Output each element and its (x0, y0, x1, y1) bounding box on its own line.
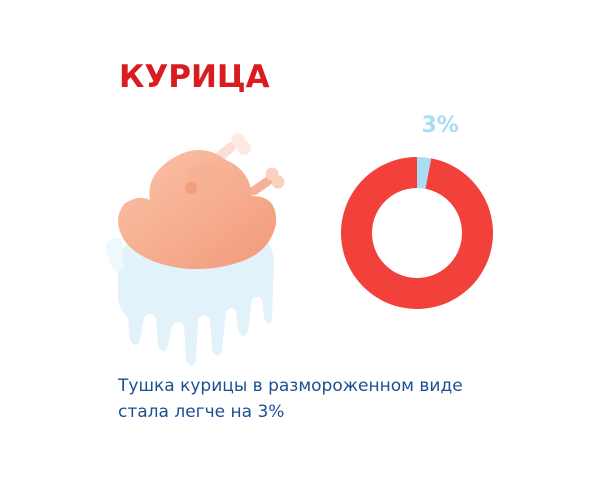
donut-slice (417, 157, 432, 189)
drumstick (249, 167, 285, 196)
caption-line: Тушка курицы в размороженном виде (117, 376, 463, 396)
chicken-body (118, 150, 277, 270)
chicken-illustration (106, 133, 285, 366)
caption-line: стала легче на 3% (118, 402, 284, 422)
chicken-detail (185, 182, 197, 194)
donut-slice (341, 157, 493, 310)
ice (118, 232, 274, 366)
title: КУРИЦА (119, 59, 270, 95)
donut-chart: 3% (341, 113, 493, 310)
value-label: 3% (421, 113, 458, 138)
ice-side (106, 237, 124, 272)
